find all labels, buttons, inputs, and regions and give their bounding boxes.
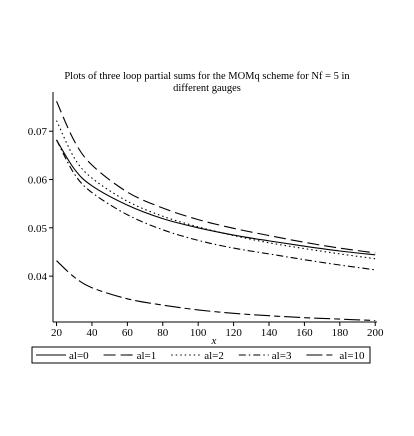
legend-label: al=1 xyxy=(137,350,157,362)
x-tick-label: 160 xyxy=(296,327,313,339)
x-tick-label: 80 xyxy=(157,327,169,339)
x-tick-label: 20 xyxy=(51,327,63,339)
legend-box xyxy=(31,346,371,364)
x-tick-label: 40 xyxy=(86,327,98,339)
legend-label: al=3 xyxy=(272,350,292,362)
y-tick-label: 0.05 xyxy=(28,223,48,235)
x-tick-label: 60 xyxy=(122,327,134,339)
chart-title: Plots of three loop partial sums for the… xyxy=(64,71,350,94)
y-tick-label: 0.04 xyxy=(28,271,48,283)
x-tick-label: 200 xyxy=(367,327,384,339)
y-tick-label: 0.07 xyxy=(28,126,48,138)
x-tick-label: 140 xyxy=(261,327,278,339)
legend: al=0 al=1 al=2 al=3 al=10 xyxy=(31,346,371,364)
chart-title-line-2: different gauges xyxy=(173,83,241,94)
series-line-al-2 xyxy=(56,120,376,260)
x-tick-label: 120 xyxy=(225,327,242,339)
legend-label: al=2 xyxy=(204,350,224,362)
series-line-al-3 xyxy=(56,139,376,271)
legend-label: al=10 xyxy=(339,350,365,362)
legend-label: al=0 xyxy=(69,350,89,362)
x-tick-label: 180 xyxy=(332,327,349,339)
plot-area xyxy=(52,92,377,323)
series-line-al-1 xyxy=(56,101,376,254)
x-tick-label: 100 xyxy=(190,327,207,339)
chart-title-line-1: Plots of three loop partial sums for the… xyxy=(64,71,350,82)
y-tick-label: 0.06 xyxy=(28,175,48,187)
y-axis-ticks: 0.04 0.05 0.06 0.07 xyxy=(28,126,53,283)
series-line-al-10 xyxy=(56,260,376,322)
x-axis-ticks: 20 40 60 80 100 120 140 160 180 200 xyxy=(51,322,384,339)
series-line-al-0 xyxy=(56,139,376,256)
x-axis-label: x xyxy=(211,335,217,347)
